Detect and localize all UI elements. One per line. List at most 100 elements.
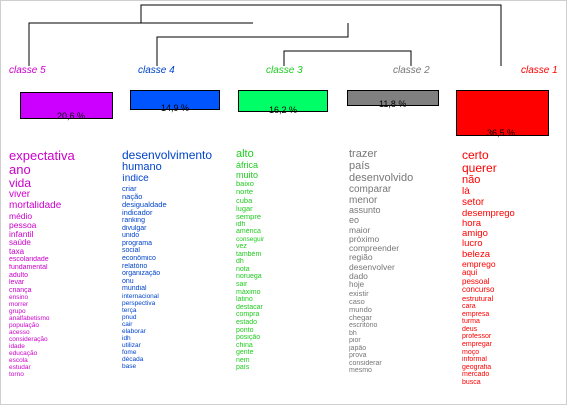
- class-percent-2: 11,8 %: [379, 99, 407, 109]
- word-item: nação: [122, 192, 143, 201]
- word-item: norte: [236, 188, 254, 197]
- word-item: sempre: [236, 212, 262, 221]
- tree-branch-root: [140, 4, 502, 66]
- word-item: mortalidade: [9, 200, 62, 211]
- word-item: cara: [462, 303, 476, 311]
- word-item: taxa: [9, 247, 25, 256]
- word-item: pnud: [122, 314, 137, 322]
- word-item: japão: [349, 344, 367, 352]
- word-item: certo: [462, 149, 489, 162]
- word-item: comparar: [349, 184, 392, 195]
- word-item: país: [349, 160, 370, 172]
- word-item: áfrica: [236, 160, 259, 170]
- word-item: social: [122, 247, 140, 255]
- word-item: perspectiva: [122, 300, 156, 308]
- word-list-5: expectativa ano vida viver mortalidade médio p…: [9, 149, 127, 404]
- word-item: humano: [122, 162, 162, 173]
- word-item: lugar: [236, 204, 253, 213]
- word-item: desenvolvido: [349, 172, 414, 184]
- word-item: nem: [236, 356, 250, 364]
- word-item: organização: [122, 270, 161, 278]
- class-bar-3: [238, 90, 328, 112]
- word-item: maior: [349, 225, 371, 235]
- word-item: empregar: [462, 341, 492, 349]
- word-item: dh: [236, 258, 244, 266]
- word-item: criar: [122, 184, 137, 193]
- word-item: indicador: [122, 208, 153, 217]
- word-item: turma: [462, 318, 480, 326]
- word-item: idh: [122, 335, 131, 343]
- word-item: existir: [349, 289, 369, 298]
- word-item: idh: [236, 220, 246, 228]
- word-list-4: desenvolvimento humano índice criar nação des…: [122, 149, 240, 404]
- word-item: moço: [462, 348, 480, 356]
- word-item: região: [349, 253, 373, 263]
- word-item: fome: [122, 349, 137, 357]
- word-item: estudar: [9, 364, 31, 372]
- word-item: década: [122, 356, 144, 364]
- word-item: empresa: [462, 310, 490, 318]
- word-item: grupo: [9, 308, 26, 316]
- word-item: conseguir: [236, 235, 265, 243]
- word-item: ponto: [236, 326, 254, 334]
- word-item: considerar: [349, 359, 382, 367]
- class-bar-1: [456, 90, 549, 136]
- word-item: destacar: [236, 303, 263, 311]
- word-item: criança: [9, 286, 32, 294]
- word-item: desigualdade: [122, 200, 167, 209]
- word-item: econômico: [122, 255, 156, 263]
- word-item: expectativa: [9, 149, 75, 163]
- class-percent-3: 16,2 %: [269, 105, 298, 115]
- word-item: mercado: [462, 371, 490, 379]
- word-item: população: [9, 322, 39, 330]
- word-item: estrutural: [462, 294, 494, 303]
- word-item: desemprego: [462, 208, 515, 219]
- word-item: utilizar: [122, 342, 141, 350]
- word-item: morrer: [9, 301, 29, 309]
- word-item: unido: [122, 232, 140, 240]
- word-item: aqui: [462, 269, 478, 278]
- class-percent-1: 36,5 %: [487, 128, 516, 138]
- word-item: setor: [462, 197, 485, 208]
- word-item: próximo: [349, 234, 380, 244]
- word-item: querer: [462, 162, 497, 175]
- word-item: vez: [236, 242, 247, 250]
- word-item: posição: [236, 334, 261, 342]
- word-item: educação: [9, 350, 38, 358]
- class-percent-5: 20,6 %: [57, 111, 86, 121]
- word-item: muito: [236, 170, 259, 180]
- word-item: levar: [9, 279, 25, 287]
- word-item: bh: [349, 329, 357, 337]
- word-item: vida: [9, 177, 32, 190]
- word-item: menor: [349, 195, 378, 206]
- word-item: ranking: [122, 217, 145, 225]
- tree-branch-mid: [156, 23, 349, 66]
- word-item: lá: [462, 186, 470, 197]
- word-item: divulgar: [122, 224, 147, 232]
- word-item: gente: [236, 349, 254, 357]
- word-item: lucro: [462, 239, 483, 250]
- word-item: ano: [9, 163, 31, 177]
- word-item: pessoa: [9, 220, 37, 230]
- word-list-1: certo querer não lá setor desemprego hora amigo…: [462, 149, 562, 404]
- class-label-4: classe 4: [138, 65, 175, 76]
- class-bar-4: [130, 90, 220, 110]
- class-label-2: classe 2: [393, 65, 430, 76]
- word-item: torno: [9, 371, 24, 379]
- word-item: mundial: [122, 285, 147, 293]
- word-item: deus: [462, 325, 478, 333]
- word-item: cuba: [236, 196, 253, 205]
- word-item: onu: [122, 277, 134, 285]
- tree-branch-pair: [283, 50, 412, 66]
- word-item: emprego: [462, 259, 496, 269]
- word-item: hora: [462, 218, 482, 229]
- word-item: américa: [236, 228, 261, 236]
- word-item: estado: [236, 318, 258, 326]
- class-label-1: classe 1: [521, 65, 558, 76]
- word-item: compreender: [349, 244, 400, 254]
- word-item: compra: [236, 311, 260, 319]
- word-item: médio: [9, 211, 33, 221]
- word-item: geografia: [462, 363, 492, 371]
- word-item: beleza: [462, 249, 490, 260]
